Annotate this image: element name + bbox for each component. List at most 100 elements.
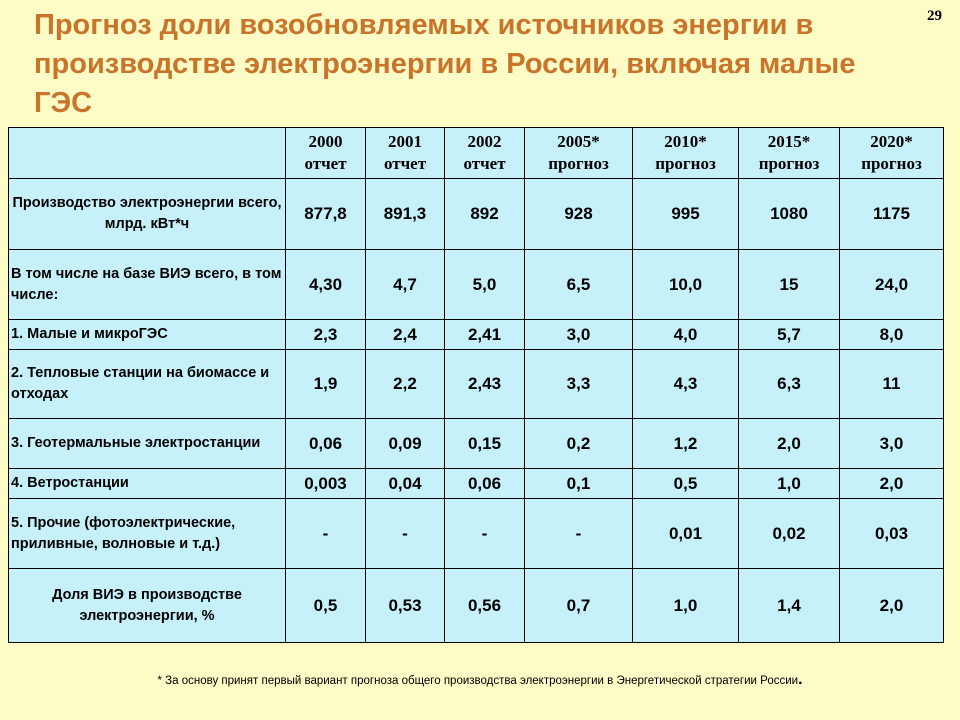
row-label: 1. Малые и микроГЭС (8, 319, 286, 350)
column-kind: прогноз (758, 154, 820, 173)
slide-number: 29 (927, 8, 942, 24)
row-label: 2. Тепловые станции на биомассе и отхода… (8, 349, 286, 419)
table-cell: 2,41 (444, 319, 525, 350)
column-kind: отчет (463, 154, 506, 173)
table-cell: 0,06 (285, 418, 366, 469)
column-header-2000: 2000 отчет (285, 127, 366, 179)
row-label: В том числе на базе ВИЭ всего, в том чис… (8, 249, 286, 320)
table-cell: 0,003 (285, 468, 366, 499)
table-cell: 877,8 (285, 178, 366, 250)
table-cell: 1080 (738, 178, 840, 250)
table-cell: 1,2 (632, 418, 739, 469)
column-header-2002: 2002 отчет (444, 127, 525, 179)
table-cell: 0,09 (365, 418, 445, 469)
table-row-total-production: Производство электроэнергии всего, млрд.… (8, 178, 944, 250)
table-cell: 4,0 (632, 319, 739, 350)
table-cell: 2,3 (285, 319, 366, 350)
column-header-2015: 2015* прогноз (738, 127, 840, 179)
table-cell: 4,30 (285, 249, 366, 320)
table-cell: 0,01 (632, 498, 739, 569)
energy-forecast-table: 2000 отчет 2001 отчет 2002 отчет 2005* прогн… (8, 127, 944, 643)
column-kind: отчет (383, 154, 427, 173)
slide-title: Прогноз доли возобновляемых источников э… (34, 9, 856, 119)
column-header-2001: 2001 отчет (365, 127, 445, 179)
table-cell: 8,0 (839, 319, 944, 350)
table-cell: 891,3 (365, 178, 445, 250)
table-cell: 3,0 (524, 319, 633, 350)
table-cell: 5,7 (738, 319, 840, 350)
row-label: Доля ВИЭ в производстве электроэнергии, … (8, 568, 286, 643)
table-cell: 2,0 (839, 568, 944, 643)
table-cell: 24,0 (839, 249, 944, 320)
table-cell: 4,3 (632, 349, 739, 419)
table-cell: 3,3 (524, 349, 633, 419)
table-cell: 1,0 (738, 468, 840, 499)
table-row-wind: 4. Ветростанции 0,003 0,04 0,06 0,1 0,5 … (8, 468, 944, 499)
table-row-renewables-total: В том числе на базе ВИЭ всего, в том чис… (8, 249, 944, 320)
table-cell: 2,0 (839, 468, 944, 499)
table-cell: 0,56 (444, 568, 525, 643)
table-cell: 11 (839, 349, 944, 419)
table-row-biomass: 2. Тепловые станции на биомассе и отхода… (8, 349, 944, 419)
table-cell: 0,03 (839, 498, 944, 569)
table-cell: 2,43 (444, 349, 525, 419)
table-cell: 2,2 (365, 349, 445, 419)
table-cell: 3,0 (839, 418, 944, 469)
table-cell: 0,1 (524, 468, 633, 499)
table-cell: 0,04 (365, 468, 445, 499)
table-cell: 1,0 (632, 568, 739, 643)
table-cell: 0,2 (524, 418, 633, 469)
table-cell: 0,06 (444, 468, 525, 499)
table-cell: - (524, 498, 633, 569)
table-cell: 0,5 (285, 568, 366, 643)
header-row: 2000 отчет 2001 отчет 2002 отчет 2005* прогн… (8, 127, 944, 179)
table-cell: - (365, 498, 445, 569)
table-cell: 0,5 (632, 468, 739, 499)
table-cell: 0,53 (365, 568, 445, 643)
table-cell: 1,4 (738, 568, 840, 643)
column-year: 2010* (664, 132, 707, 151)
table-cell: 1,9 (285, 349, 366, 419)
table-cell: 2,0 (738, 418, 840, 469)
table-cell: 6,5 (524, 249, 633, 320)
table-cell: 4,7 (365, 249, 445, 320)
row-label: 4. Ветростанции (8, 468, 286, 499)
column-header-2005: 2005* прогноз (524, 127, 633, 179)
row-label: 3. Геотермальные электростанции (8, 418, 286, 469)
header-corner-cell (8, 127, 286, 179)
table-cell: 15 (738, 249, 840, 320)
column-year: 2005* (557, 132, 600, 151)
table-cell: 892 (444, 178, 525, 250)
column-kind: отчет (304, 154, 347, 173)
column-kind: прогноз (861, 154, 922, 173)
column-year: 2020* (870, 132, 913, 151)
column-year: 2002 (467, 132, 502, 151)
column-year: 2000 (308, 132, 343, 151)
column-kind: прогноз (655, 154, 716, 173)
table-cell: 1175 (839, 178, 944, 250)
column-year: 2001 (388, 132, 422, 151)
table-cell: 928 (524, 178, 633, 250)
table-cell: 0,02 (738, 498, 840, 569)
table-row-other: 5. Прочие (фотоэлектрические, приливные,… (8, 498, 944, 569)
footnote: * За основу принят первый вариант прогно… (0, 671, 960, 689)
table-cell: 10,0 (632, 249, 739, 320)
footnote-end-mark: . (798, 671, 803, 688)
table-row-geothermal: 3. Геотермальные электростанции 0,06 0,0… (8, 418, 944, 469)
table-cell: 6,3 (738, 349, 840, 419)
table-row-renewables-share: Доля ВИЭ в производстве электроэнергии, … (8, 568, 944, 643)
table-cell: - (444, 498, 525, 569)
table-cell: 995 (632, 178, 739, 250)
column-header-2020: 2020* прогноз (839, 127, 944, 179)
table-cell: 0,15 (444, 418, 525, 469)
row-label: Производство электроэнергии всего, млрд.… (8, 178, 286, 250)
table-cell: 0,7 (524, 568, 633, 643)
column-kind: прогноз (548, 154, 609, 173)
table-row-small-hydro: 1. Малые и микроГЭС 2,3 2,4 2,41 3,0 4,0… (8, 319, 944, 350)
column-year: 2015* (767, 132, 811, 151)
table-cell: - (285, 498, 366, 569)
column-header-2010: 2010* прогноз (632, 127, 739, 179)
table-cell: 5,0 (444, 249, 525, 320)
row-label: 5. Прочие (фотоэлектрические, приливные,… (8, 498, 286, 569)
footnote-text: * За основу принят первый вариант прогно… (157, 675, 799, 687)
